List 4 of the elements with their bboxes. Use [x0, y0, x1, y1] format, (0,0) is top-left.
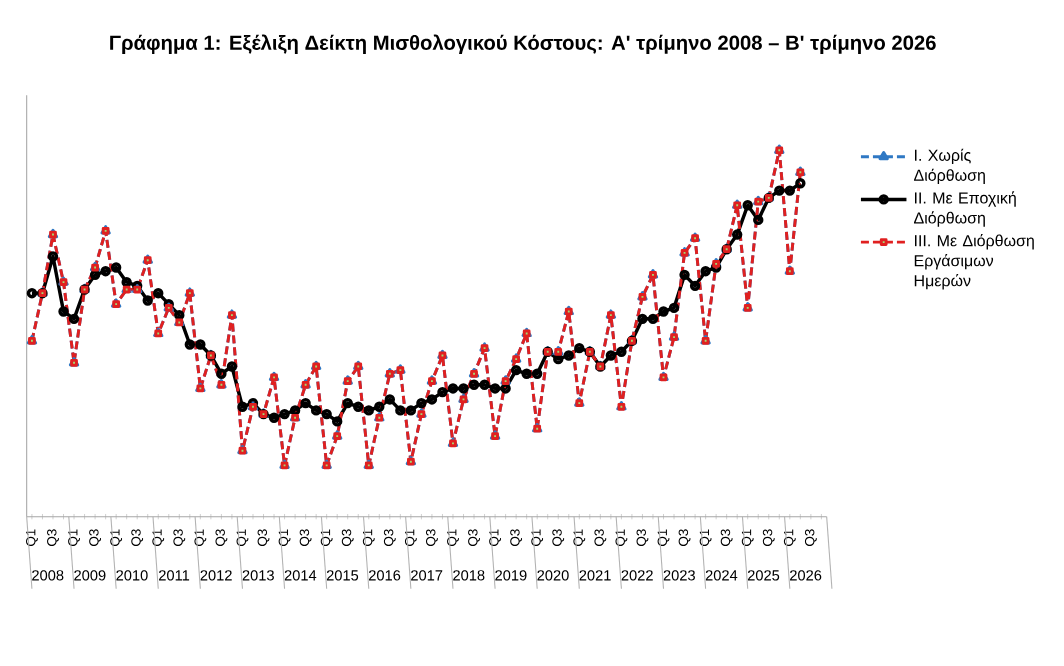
legend-label: I. Χωρίς Διόρθωση: [913, 148, 985, 185]
legend-label: II. Με Εποχική Διόρθωση: [913, 191, 1016, 227]
legend-label: III. Με Διόρθωση Εργάσιμων Ημερών: [914, 234, 1034, 290]
chart-title: Γράφημα 1: Εξέλιξη Δείκτη Μισθολογικού Κόστους: Α' τρίμηνο 2008 – Β' τρίμηνο 2026: [110, 34, 936, 54]
